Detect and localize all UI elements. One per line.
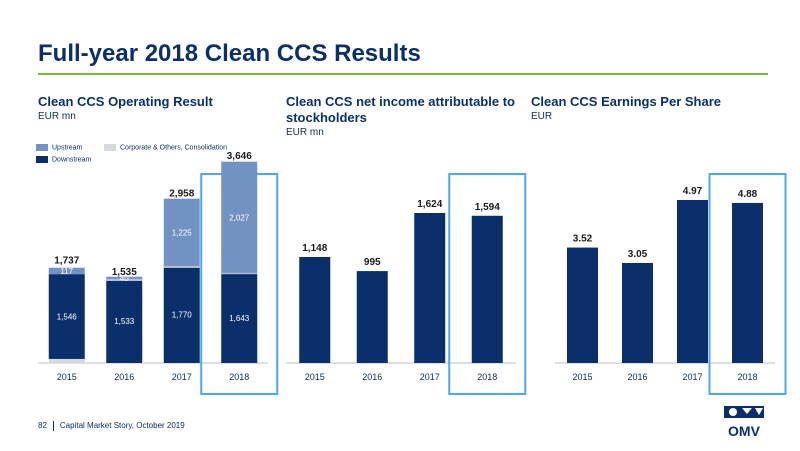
footer: 82 Capital Market Story, October 2019: [38, 421, 185, 431]
chart2-value-label-2018: 1,594: [475, 202, 500, 213]
label-upstream-2018: 2,027: [229, 213, 250, 222]
chart1-tick-label: 2015: [57, 372, 77, 382]
chart3-highlight-box: [708, 173, 787, 395]
chart1-tick-label: 2018: [229, 372, 249, 382]
bar-downstream-2017: [163, 265, 200, 363]
bar-downstream-2015: [48, 274, 85, 359]
chart1-tick-label: 2017: [172, 372, 192, 382]
chart3-value-label-2017: 4.97: [683, 186, 703, 197]
chart2-tick-label: 2018: [477, 372, 497, 382]
legend-downstream: Downstream: [36, 156, 91, 163]
bar-upstream-2016: [106, 276, 143, 279]
chart2-bar-2015: [299, 256, 331, 363]
legend-corporate: Corporate & Others, Consolidation: [104, 144, 227, 151]
bar-corporate-2018: [221, 272, 258, 275]
legend-upstream-label: Upstream: [52, 144, 83, 152]
chart2-highlight-box: [448, 173, 527, 395]
label-downstream-2018: 1,643: [229, 314, 250, 323]
chart3-tick-label: 2018: [737, 372, 757, 382]
chart2-tick-label: 2016: [362, 372, 382, 382]
chart1-title: Clean CCS Operating Result: [38, 94, 213, 109]
chart2-value-label-2015: 1,148: [302, 243, 327, 254]
title-divider: [38, 73, 768, 75]
bar-upstream-2015: [48, 267, 85, 275]
footer-separator: [52, 421, 54, 431]
label-downstream-2017: 1,770: [172, 310, 193, 319]
chart3-bar-2016: [622, 262, 653, 363]
chart3-tick-label: 2015: [572, 372, 592, 382]
chart2-tick-label: 2017: [420, 372, 440, 382]
bar-downstream-2016: [106, 278, 143, 363]
bar-upstream-2018: [221, 161, 258, 273]
chart2-unit: EUR mn: [286, 127, 324, 138]
chart3-unit: EUR: [531, 111, 553, 122]
label-total-2015: 1,737: [54, 256, 79, 267]
legend-upstream: Upstream: [36, 144, 82, 151]
bar-corporate-2017: [163, 265, 200, 268]
chart2-bar-2018: [471, 215, 503, 363]
label-upstream-2017: 1,225: [172, 228, 193, 237]
chart2-bar-2017: [414, 213, 446, 363]
legend-corporate-swatch: [104, 144, 116, 151]
chart1-tick-label: 2016: [114, 372, 134, 382]
chart3-title: Clean CCS Earnings Per Share: [531, 94, 722, 109]
chart2-tick-label: 2015: [305, 372, 325, 382]
bar-corporate-2015: [48, 358, 85, 363]
page-title: Full-year 2018 Clean CCS Results: [38, 40, 421, 67]
label-total-2017: 2,958: [169, 189, 194, 200]
chart3-value-label-2018: 4.88: [738, 189, 758, 200]
chart3-bar-2015: [567, 247, 598, 363]
omv-logo: OMV: [724, 406, 764, 439]
label-downstream-2015: 1,546: [57, 313, 78, 322]
chart2-value-label-2017: 1,624: [417, 199, 442, 210]
legend-corporate-label: Corporate & Others, Consolidation: [120, 144, 227, 152]
chart3-value-label-2016: 3.05: [628, 249, 648, 260]
chart1-unit: EUR mn: [38, 111, 76, 122]
footer-page-number: 82: [38, 421, 47, 431]
chart2-value-label-2016: 995: [364, 257, 381, 268]
legend-downstream-swatch: [36, 156, 48, 163]
legend-upstream-swatch: [36, 144, 48, 151]
bar-downstream-2018: [221, 272, 258, 363]
label-upstream-2016: 40: [120, 274, 129, 283]
chart3-bar-2017: [677, 200, 708, 363]
legend-downstream-label: Downstream: [52, 156, 92, 164]
label-upstream-2015: 117: [60, 267, 73, 276]
logo-wordmark: OMV: [728, 423, 761, 439]
label-total-2018: 3,646: [227, 151, 252, 162]
chart2-title: Clean CCS net income attributable to sto…: [286, 94, 515, 125]
bar-upstream-2017: [163, 198, 200, 266]
chart3-tick-label: 2017: [682, 372, 702, 382]
chart3-tick-label: 2016: [627, 372, 647, 382]
chart2-bar-2016: [356, 271, 388, 363]
label-downstream-2016: 1,533: [114, 317, 135, 326]
chart3-value-label-2015: 3.52: [573, 234, 593, 245]
chart3-bar-2018: [732, 202, 763, 363]
label-total-2016: 1,535: [112, 267, 137, 278]
footer-text: Capital Market Story, October 2019: [59, 421, 185, 431]
bar-corporate-2016: [106, 278, 143, 281]
